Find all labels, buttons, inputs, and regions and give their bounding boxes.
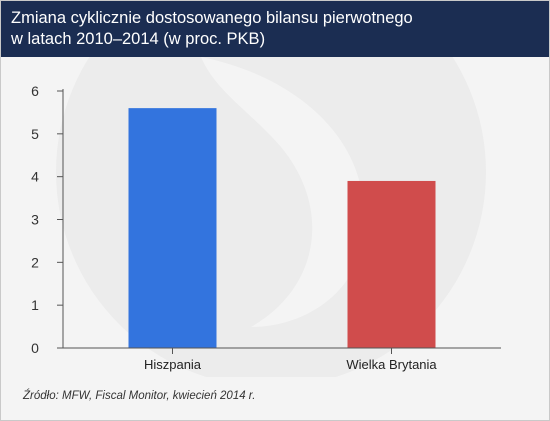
y-tick-label: 3 xyxy=(31,212,39,228)
chart-title-line-1: Zmiana cyklicznie dostosowanego bilansu … xyxy=(11,9,413,27)
bar-hiszpania xyxy=(128,108,217,348)
y-tick-label: 0 xyxy=(31,340,39,356)
chart-title: Zmiana cyklicznie dostosowanego bilansu … xyxy=(11,8,531,50)
y-axis: 0 1 2 3 4 5 6 xyxy=(31,83,64,356)
chart-title-line-2: w latach 2010–2014 (w proc. PKB) xyxy=(11,30,266,48)
x-tick-label: Hiszpania xyxy=(144,357,202,372)
chart-header: Zmiana cyklicznie dostosowanego bilansu … xyxy=(1,1,549,57)
x-tick-label: Wielka Brytania xyxy=(346,357,437,372)
bars xyxy=(128,108,436,348)
y-tick-label: 1 xyxy=(31,297,39,313)
y-tick-label: 6 xyxy=(31,83,39,99)
x-axis: Hiszpania Wielka Brytania xyxy=(63,347,501,372)
y-tick-label: 5 xyxy=(31,126,39,142)
source-note: Źródło: MFW, Fiscal Monitor, kwiecień 20… xyxy=(23,390,256,402)
y-tick-label: 2 xyxy=(31,254,39,270)
bar-wielka-brytania xyxy=(347,180,436,348)
y-tick-label: 4 xyxy=(31,169,39,185)
